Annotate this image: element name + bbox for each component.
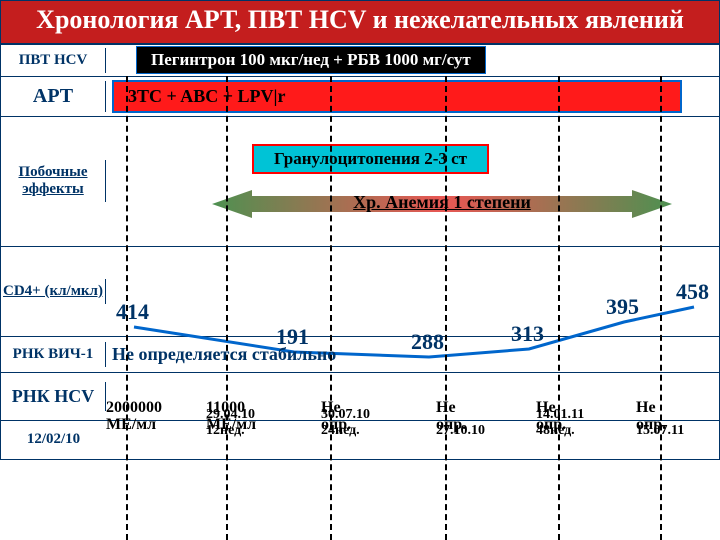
start-date: 12/02/10 bbox=[1, 427, 106, 452]
dates-row: 29.04.1012нед.30.07.1024нед.27.10.1014.0… bbox=[106, 438, 719, 442]
date-value: 14.01.1148нед. bbox=[536, 407, 584, 438]
rnk-hcv-values: 2000000МЕ/мл11000МЕ/млНеопр.Неопр.Неопр.… bbox=[106, 394, 719, 398]
gran-bar: Гранулоцитопения 2-3 ст bbox=[252, 144, 489, 174]
anemia-arrow: Хр. Анемия 1 степени bbox=[212, 184, 672, 224]
label-pvt: ПВТ HCV bbox=[1, 48, 106, 73]
date-value: 30.07.1024нед. bbox=[321, 407, 370, 438]
cd4-value: 414 bbox=[116, 299, 149, 325]
label-side: Побочные эффекты bbox=[1, 160, 106, 202]
timeline-marker bbox=[330, 76, 332, 540]
timeline-marker bbox=[445, 76, 447, 540]
timeline-marker bbox=[126, 76, 128, 540]
rnk-hcv-value: 2000000МЕ/мл bbox=[106, 400, 162, 434]
cd4-value: 395 bbox=[606, 294, 639, 320]
date-value: 27.10.10 bbox=[436, 423, 485, 438]
art-bar: 3TC + ABC + LPV|r bbox=[112, 80, 682, 113]
cd4-value: 458 bbox=[676, 279, 709, 305]
timeline-marker bbox=[558, 76, 560, 540]
label-art: АРТ bbox=[1, 81, 106, 112]
cd4-chart: 414191288313395458 bbox=[106, 289, 719, 293]
pvt-bar: Пегинтрон 100 мкг/нед + РБВ 1000 мг/сут bbox=[136, 46, 486, 74]
label-rnk-hcv: РНК HCV bbox=[1, 382, 106, 411]
rnk-hiv-text: Не определяется стабильно bbox=[112, 344, 336, 364]
label-rnk-hiv: РНК ВИЧ-1 bbox=[1, 342, 106, 367]
anemia-text: Хр. Анемия 1 степени bbox=[212, 192, 672, 213]
label-cd4: CD4+ (кл/мкл) bbox=[1, 279, 106, 304]
date-value: 29.04.1012нед. bbox=[206, 407, 255, 438]
timeline-marker bbox=[226, 76, 228, 540]
timeline-marker bbox=[660, 76, 662, 540]
page-title: Хронология АРТ, ПВТ HCV и нежелательных … bbox=[0, 0, 720, 44]
